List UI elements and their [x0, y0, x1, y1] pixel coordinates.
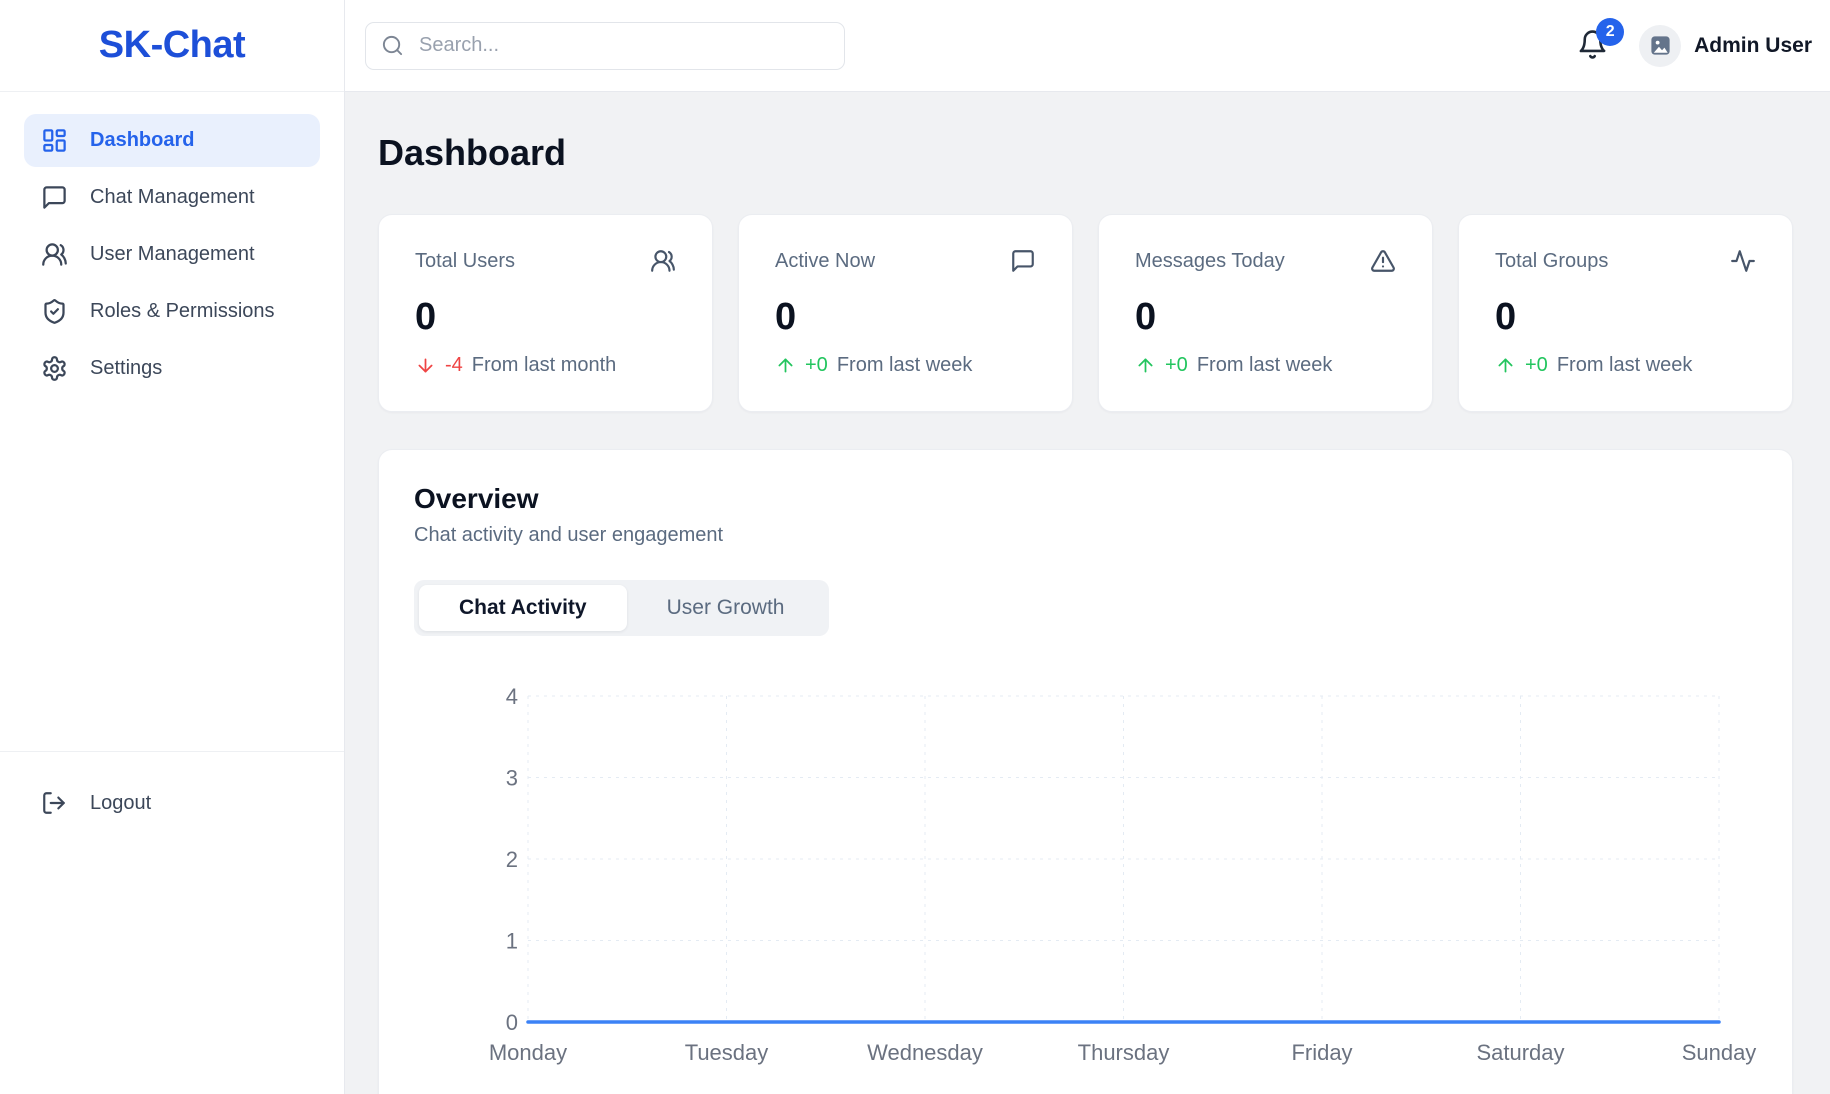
- y-tick-label: 4: [506, 684, 518, 709]
- x-tick-label: Monday: [489, 1040, 567, 1065]
- notifications-button[interactable]: 2: [1577, 17, 1625, 63]
- bell-icon: [1577, 29, 1609, 60]
- y-tick-label: 3: [506, 766, 518, 791]
- stat-title: Total Groups: [1495, 249, 1609, 272]
- search-input[interactable]: [417, 33, 829, 58]
- sidebar-item-user-management[interactable]: User Management: [24, 228, 320, 281]
- stat-cards-row: Total Users 0 -4 From last month: [378, 214, 1793, 412]
- sidebar-item-chat-management[interactable]: Chat Management: [24, 171, 320, 224]
- x-tick-label: Tuesday: [685, 1040, 769, 1065]
- stat-value: 0: [415, 296, 437, 338]
- sidebar-nav: Dashboard Chat Management User Managemen…: [0, 92, 344, 395]
- sidebar-item-label: User Management: [90, 243, 255, 265]
- stat-period: From last week: [1196, 354, 1333, 376]
- stat-title: Messages Today: [1135, 249, 1285, 272]
- app-logo: SK-Chat: [98, 24, 246, 66]
- sidebar-item-label: Dashboard: [90, 129, 195, 151]
- shield-check-icon: [41, 298, 68, 325]
- users-round-icon: [41, 241, 68, 268]
- stat-delta: +0: [1525, 354, 1548, 376]
- logout-section: Logout: [0, 751, 344, 830]
- gear-icon: [41, 355, 68, 382]
- stat-card-total-users: Total Users 0 -4 From last month: [378, 214, 713, 412]
- stat-period: From last week: [1556, 354, 1693, 376]
- y-tick-label: 1: [506, 929, 518, 954]
- stat-value: 0: [1495, 296, 1517, 338]
- users-round-icon: [650, 248, 676, 274]
- activity-icon: [1730, 248, 1756, 274]
- stat-card-active-now: Active Now 0 +0 From last week: [738, 214, 1073, 412]
- main-column: 2 Admin User Dashboard Total Users: [345, 0, 1830, 1094]
- avatar[interactable]: [1639, 24, 1682, 67]
- message-square-icon: [1010, 248, 1036, 274]
- sidebar-item-dashboard[interactable]: Dashboard: [24, 114, 320, 167]
- page-title: Dashboard: [378, 132, 567, 173]
- arrow-up-icon: [1495, 355, 1516, 376]
- stat-card-messages-today: Messages Today 0 +0 From last week: [1098, 214, 1433, 412]
- stat-period: From last week: [836, 354, 973, 376]
- stat-period: From last month: [471, 354, 617, 376]
- user-name: Admin User: [1694, 33, 1812, 57]
- arrow-down-icon: [415, 355, 436, 376]
- sidebar-item-settings[interactable]: Settings: [24, 342, 320, 395]
- overview-subtitle: Chat activity and user engagement: [414, 524, 724, 546]
- stat-value: 0: [775, 296, 797, 338]
- sidebar-item-label: Settings: [90, 357, 163, 379]
- stat-title: Active Now: [775, 249, 876, 272]
- overview-tabs: Chat Activity User Growth: [414, 580, 830, 636]
- alert-triangle-icon: [1370, 248, 1396, 274]
- overview-chart: 0 1 2 3 4 Monday Tuesday Wednesday Thursday Frida…: [414, 684, 1757, 1084]
- topbar-right: 2 Admin User: [1577, 17, 1812, 67]
- stat-title: Total Users: [415, 249, 516, 272]
- logout-icon: [41, 790, 68, 817]
- tab-user-growth[interactable]: User Growth: [627, 585, 825, 631]
- sidebar-item-label: Roles & Permissions: [90, 300, 275, 322]
- y-tick-label: 2: [506, 847, 518, 872]
- image-icon: [1649, 34, 1672, 57]
- message-square-icon: [41, 184, 68, 211]
- x-tick-label: Sunday: [1682, 1040, 1757, 1065]
- sidebar-item-label: Chat Management: [90, 186, 255, 208]
- stat-delta: -4: [445, 354, 463, 376]
- search-icon: [381, 34, 404, 57]
- content: Dashboard Total Users 0 -4: [345, 92, 1830, 1094]
- x-tick-label: Wednesday: [867, 1040, 983, 1065]
- search-box: [365, 21, 845, 70]
- topbar: 2 Admin User: [345, 0, 1830, 92]
- y-tick-label: 0: [506, 1010, 518, 1035]
- overview-title: Overview: [414, 483, 539, 514]
- stat-value: 0: [1135, 296, 1157, 338]
- overview-card: Overview Chat activity and user engageme…: [378, 449, 1793, 1094]
- x-tick-label: Saturday: [1476, 1040, 1564, 1065]
- notification-badge: 2: [1596, 17, 1625, 46]
- tab-chat-activity[interactable]: Chat Activity: [419, 585, 627, 631]
- sidebar: SK-Chat Dashboard Chat Management User M…: [0, 0, 345, 1094]
- stat-delta: +0: [805, 354, 828, 376]
- logo-box: SK-Chat: [0, 0, 344, 92]
- sidebar-item-roles-permissions[interactable]: Roles & Permissions: [24, 285, 320, 338]
- stat-card-total-groups: Total Groups 0 +0 From last week: [1458, 214, 1793, 412]
- arrow-up-icon: [1135, 355, 1156, 376]
- stat-delta: +0: [1165, 354, 1188, 376]
- x-tick-label: Friday: [1291, 1040, 1352, 1065]
- chat-activity-chart: 0 1 2 3 4 Monday Tuesday Wednesday Thursday Frida…: [489, 684, 1757, 1065]
- layout-dashboard-icon: [41, 127, 68, 154]
- arrow-up-icon: [775, 355, 796, 376]
- logout-button[interactable]: Logout: [24, 777, 320, 830]
- logout-label: Logout: [90, 792, 152, 814]
- x-tick-label: Thursday: [1078, 1040, 1170, 1065]
